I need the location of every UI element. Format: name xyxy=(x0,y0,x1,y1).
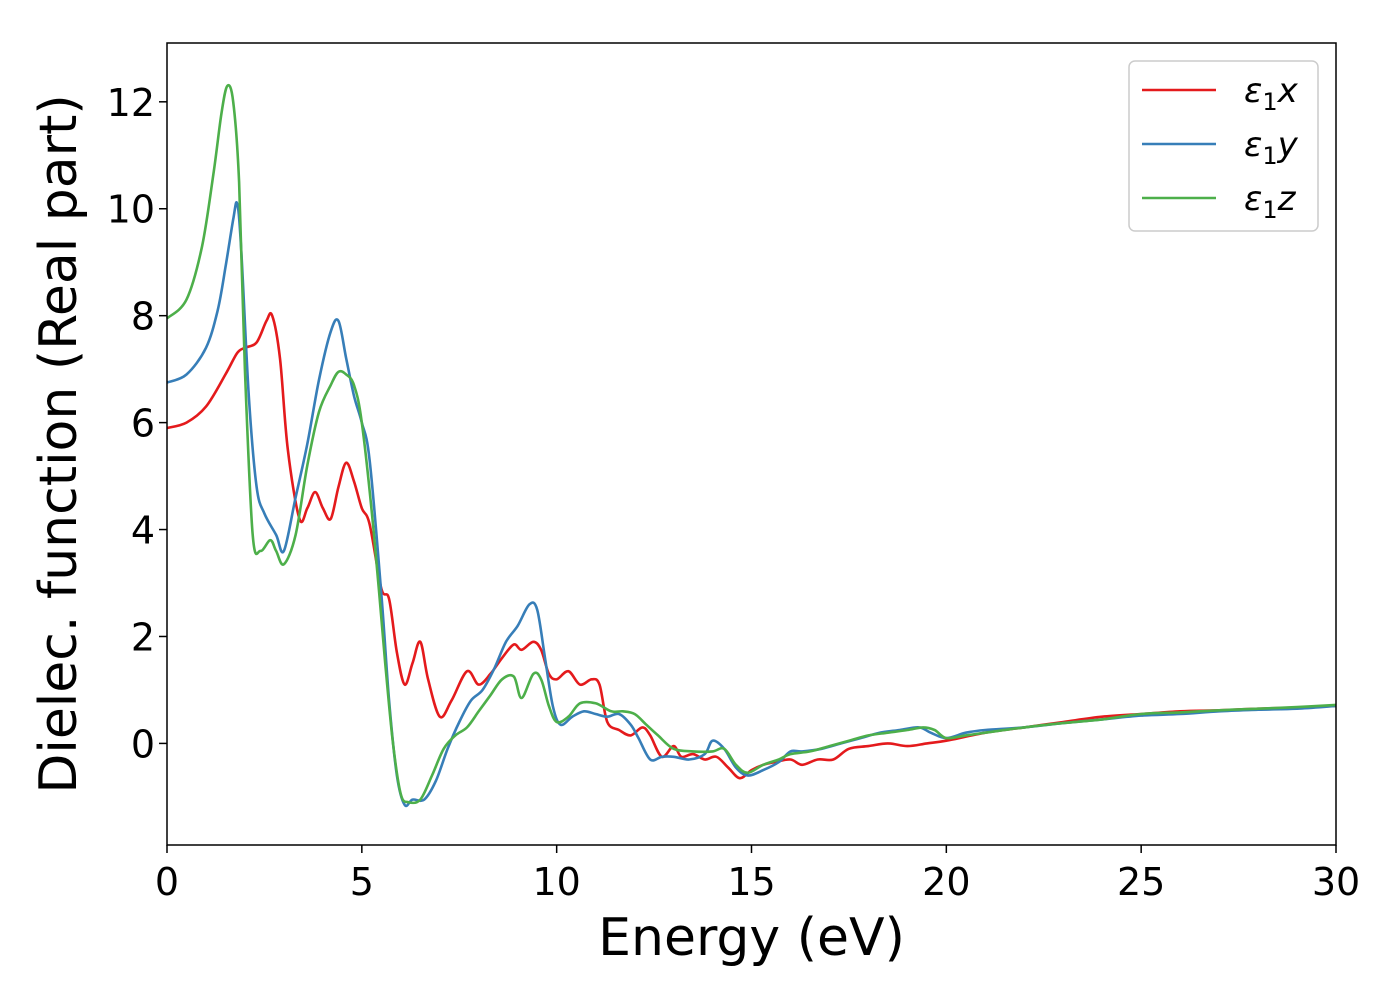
y-tick-label: 2 xyxy=(131,615,155,659)
x-tick-label: 20 xyxy=(922,860,970,904)
x-tick-label: 5 xyxy=(350,860,374,904)
y-tick-label: 8 xyxy=(131,295,155,339)
legend: ε1x ε1y ε1z xyxy=(1128,60,1319,232)
series-line-z xyxy=(166,83,1337,805)
legend-box xyxy=(1128,60,1319,232)
y-axis-label: Dielec. function (Real part) xyxy=(29,94,89,793)
y-tick-label: 0 xyxy=(131,722,155,766)
series-line-x xyxy=(166,311,1337,780)
series-line-y xyxy=(166,201,1337,808)
legend-label-z: ε1z xyxy=(1244,179,1297,224)
x-tick-label: 25 xyxy=(1117,860,1165,904)
y-tick-label: 12 xyxy=(107,81,155,125)
y-tick-label: 4 xyxy=(131,509,155,553)
x-tick-label: 15 xyxy=(727,860,775,904)
series-layer xyxy=(166,83,1337,808)
x-tick-label: 0 xyxy=(155,860,179,904)
x-tick-label: 10 xyxy=(532,860,580,904)
y-tick-label: 10 xyxy=(107,188,155,232)
y-tick-label: 6 xyxy=(131,402,155,446)
legend-label-y: ε1y xyxy=(1244,125,1299,170)
legend-label-x: ε1x xyxy=(1244,71,1299,116)
x-axis-label: Energy (eV) xyxy=(598,908,905,968)
ticks-layer: 0 5 10 15 20 25 30 0 2 4 6 8 10 12 xyxy=(107,81,1361,904)
x-tick-label: 30 xyxy=(1312,860,1360,904)
